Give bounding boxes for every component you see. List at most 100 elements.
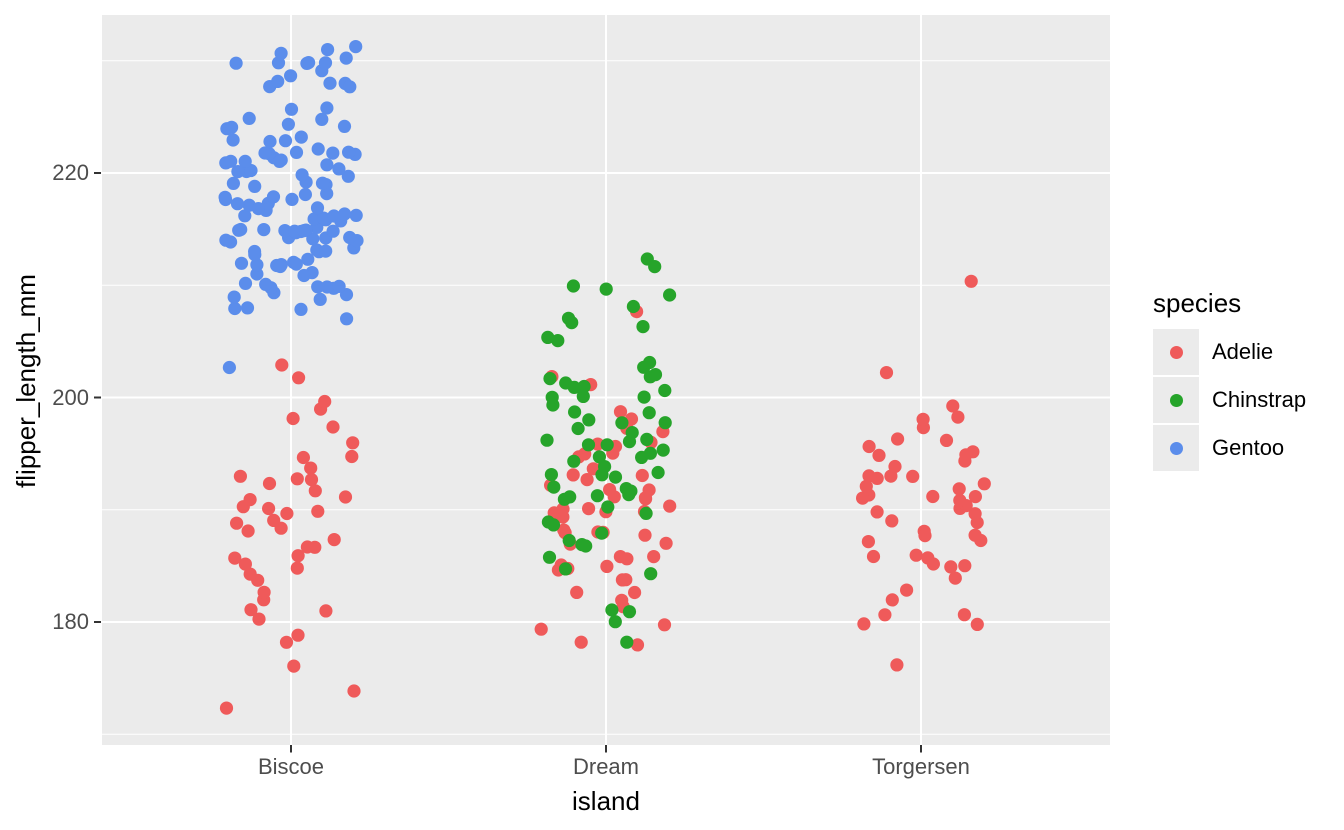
data-point-chinstrap (639, 506, 653, 520)
data-point-adelie (615, 593, 629, 607)
data-point-chinstrap (576, 389, 590, 403)
legend-key-adelie (1153, 329, 1199, 375)
data-point-chinstrap (551, 334, 565, 348)
data-point-gentoo (285, 192, 299, 206)
data-point-adelie (642, 483, 656, 497)
data-point-adelie (630, 638, 645, 652)
data-point-gentoo (259, 277, 273, 291)
data-point-gentoo (231, 165, 245, 179)
data-point-gentoo (326, 224, 340, 238)
data-point-gentoo (339, 51, 353, 65)
data-point-chinstrap (567, 454, 581, 468)
data-point-gentoo (238, 154, 252, 168)
data-point-gentoo (266, 190, 281, 204)
data-point-adelie (951, 410, 965, 424)
data-point-adelie (257, 585, 271, 599)
data-point-adelie (582, 502, 596, 516)
data-point-gentoo (219, 192, 233, 207)
data-point-gentoo (341, 169, 355, 183)
data-point-chinstrap (640, 432, 654, 446)
data-point-gentoo (319, 244, 333, 258)
data-point-adelie (318, 394, 332, 409)
data-point-gentoo (311, 280, 325, 294)
data-point-adelie (290, 472, 304, 486)
data-point-adelie (939, 433, 954, 447)
data-point-adelie (885, 514, 899, 528)
y-tick-label-220: 220 (52, 160, 89, 185)
data-point-adelie (866, 549, 881, 564)
data-point-gentoo (257, 223, 271, 237)
data-point-adelie (885, 593, 899, 607)
data-point-chinstrap (568, 405, 582, 419)
data-point-adelie (347, 684, 361, 698)
data-point-gentoo (274, 153, 288, 167)
data-point-gentoo (313, 292, 327, 306)
data-point-gentoo (315, 112, 329, 126)
data-point-chinstrap (565, 316, 579, 330)
data-point-gentoo (307, 212, 321, 226)
data-point-gentoo (338, 207, 352, 221)
data-point-adelie (926, 489, 940, 504)
data-point-gentoo (297, 224, 311, 238)
data-point-adelie (944, 560, 958, 574)
data-point-chinstrap (581, 438, 596, 452)
data-point-gentoo (281, 117, 295, 131)
data-point-adelie (603, 483, 617, 497)
data-point-chinstrap (605, 603, 619, 617)
data-point-chinstrap (599, 282, 613, 296)
data-point-gentoo (224, 154, 238, 168)
data-point-gentoo (294, 302, 308, 316)
data-point-gentoo (278, 224, 292, 238)
y-tick-label-180: 180 (52, 609, 89, 634)
data-point-adelie (968, 507, 982, 521)
data-point-gentoo (284, 69, 298, 83)
data-point-adelie (291, 628, 305, 642)
data-point-adelie (228, 551, 242, 565)
data-point-chinstrap (544, 468, 559, 482)
data-point-adelie (948, 571, 962, 585)
legend-items: Adelie Chinstrap Gentoo (1153, 329, 1306, 471)
data-point-adelie (872, 448, 886, 462)
data-point-gentoo (320, 101, 334, 115)
data-point-adelie (879, 366, 894, 380)
legend-key-chinstrap (1153, 377, 1199, 423)
data-point-gentoo (340, 312, 354, 326)
data-point-gentoo (343, 230, 357, 245)
legend-label: Chinstrap (1212, 387, 1307, 412)
data-point-gentoo (342, 145, 356, 159)
data-point-adelie (238, 557, 252, 571)
legend-dot-icon (1169, 393, 1183, 407)
data-point-gentoo (230, 197, 245, 211)
data-point-chinstrap (542, 550, 557, 564)
data-point-gentoo (288, 224, 302, 238)
legend-row-gentoo: Gentoo (1153, 425, 1306, 471)
data-point-chinstrap (543, 372, 557, 386)
data-point-adelie (970, 617, 984, 632)
legend-label: Gentoo (1212, 435, 1285, 460)
data-point-gentoo (271, 74, 285, 88)
data-point-adelie (580, 473, 594, 487)
data-point-adelie (862, 439, 876, 454)
data-point-adelie (635, 468, 649, 483)
data-point-gentoo (310, 201, 325, 215)
data-point-chinstrap (620, 635, 634, 649)
data-point-adelie (918, 529, 932, 543)
data-point-gentoo (321, 43, 335, 57)
data-point-gentoo (234, 222, 248, 237)
data-point-gentoo (318, 56, 333, 70)
data-point-adelie (534, 622, 548, 636)
data-point-adelie (968, 490, 983, 504)
x-tick-label-Biscoe: Biscoe (257, 754, 325, 779)
data-point-gentoo (238, 209, 252, 223)
data-point-adelie (909, 548, 923, 562)
data-point-adelie (921, 551, 935, 565)
data-point-adelie (657, 618, 672, 632)
data-point-chinstrap (651, 465, 665, 480)
data-point-adelie (304, 473, 319, 487)
data-point-chinstrap (658, 416, 672, 430)
data-point-adelie (977, 477, 991, 491)
data-point-adelie (870, 505, 884, 519)
data-point-gentoo (343, 80, 357, 94)
data-point-adelie (958, 559, 972, 573)
